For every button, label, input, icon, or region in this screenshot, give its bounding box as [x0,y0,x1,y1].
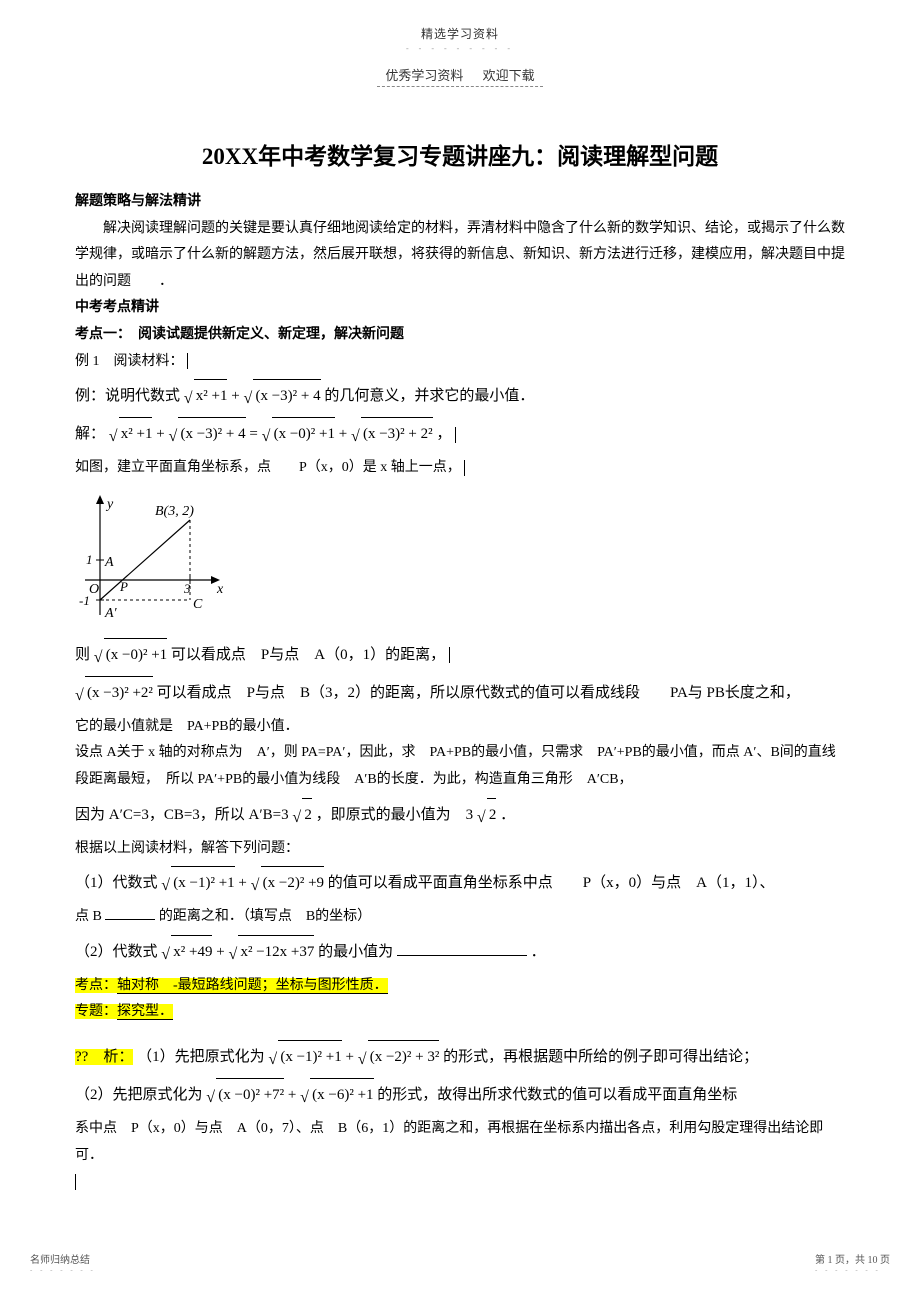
min-line: 它的最小值就是 PA+PB的最小值． [75,714,845,741]
footer-left: 名师归纳总结 [30,1251,96,1266]
sqrt-expr-8: (x −3)² +2² [85,676,153,710]
sqrt-expr-3: x² +1 [119,417,153,451]
symmetric-line: 设点 A关于 x 轴的对称点为 A′，则 PA=PA′，因此，求 PA+PB的最… [75,740,845,793]
label-one: 1 [86,552,93,567]
q2-line: （2）代数式 x² +49 + x² −12x +37 的最小值为 ． [75,935,845,969]
sqrt-q2-a: x² +49 [171,935,212,969]
example-intro-line: 例：说明代数式 x² +1 + (x −3)² + 4 的几何意义，并求它的最小… [75,379,845,413]
kaodian-label: 考点： [75,978,117,993]
sqrt-2-a: 2 [302,798,312,832]
comma: ， [436,426,451,442]
sqrt-2-b: 2 [487,798,497,832]
fenxi-q2-line2: 系中点 P（x，0）与点 A（0，7）、点 B（6，1）的距离之和，再根据在坐标… [75,1116,845,1169]
solve-line: 解： x² +1 + (x −3)² + 4 = (x −0)² +1 + (x… [75,417,845,451]
label-B: B(3, 2) [155,504,194,519]
fenxi-q1-start: （1）先把原式化为 [137,1049,265,1065]
then-end-text: 可以看成点 P与点 A（0，1）的距离， [171,647,445,663]
header-sub-left: 优秀学习资料 [385,68,463,83]
sqrt-q1-a: (x −1)² +1 [171,866,234,900]
fenxi-q1-end: 的形式，再根据题中所给的例子即可得出结论； [443,1049,758,1065]
sqrt-expr-2: (x −3)² + 4 [253,379,320,413]
header-subtitle: 优秀学习资料 欢迎下载 [377,65,542,87]
sqrt-fx1-a: (x −1)² +1 [278,1040,341,1074]
sqrt-expr-7: (x −0)² +1 [104,638,167,672]
example1-label: 例 1 阅读材料： [75,349,845,376]
label-x: x [216,582,224,597]
sqrt-fx1-b: (x −2)² + 3² [368,1040,440,1074]
coordinate-figure: y x 1 A -1 A′ O P 3 B(3, 2) C [75,490,235,630]
header-dots: - - - - - - - - - [75,44,845,53]
section1-heading: 解题策略与解法精讲 [75,189,845,216]
footer-right-dots: - - - - - - - [815,1266,890,1274]
zhuanti-label: 专题： [75,1004,117,1019]
q1-start: （1）代数式 [75,875,158,891]
label-y: y [105,497,114,512]
q1-line2: 点 B 的距离之和．（填写点 B的坐标） [75,904,845,931]
header-top-text: 精选学习资料 [75,25,845,42]
text-cursor [449,647,450,663]
text-cursor [187,353,188,369]
label-C: C [193,597,203,612]
then-label: 则 [75,647,90,663]
q1-line: （1）代数式 (x −1)² +1 + (x −2)² +9 的值可以看成平面直… [75,866,845,900]
fenxi-label: ?? 析： [75,1049,133,1065]
because-end: ． [500,807,515,823]
fenxi-q2-start: （2）先把原式化为 [75,1087,203,1103]
sqrt-fx2-b: (x −6)² +1 [310,1078,373,1112]
label-O: O [89,582,99,597]
graph-intro-line: 如图，建立平面直角坐标系，点 P（x，0）是 x 轴上一点， [75,455,845,482]
ex-intro-text: 例：说明代数式 [75,388,180,404]
kaodian1-label: 考点一： 阅读试题提供新定义、新定理，解决新问题 [75,322,845,349]
zhuanti-row: 专题：探究型． [75,999,845,1026]
sqrt-q2-b: x² −12x +37 [238,935,314,969]
then-line: 则 (x −0)² +1 可以看成点 P与点 A（0，1）的距离， [75,638,845,672]
sqrt-q1-b: (x −2)² +9 [261,866,324,900]
example1-label-text: 例 1 阅读材料： [75,354,184,369]
q2-start: （2）代数式 [75,944,158,960]
because-line: 因为 A′C=3，CB=3，所以 A′B=3 2 ，即原式的最小值为 3 2 ． [75,798,845,832]
because-text: 因为 A′C=3，CB=3，所以 A′B=3 [75,807,289,823]
page-footer: 名师归纳总结 - - - - - - - 第 1 页，共 10 页 - - - … [0,1241,920,1284]
fill-blank-2[interactable] [397,940,527,956]
sqrt-expr-6: (x −3)² + 2² [361,417,433,451]
text-cursor [75,1174,76,1190]
ex-intro-end: 的几何意义，并求它的最小值． [324,388,534,404]
header-sub-right: 欢迎下载 [483,68,535,83]
sqrt-expr-5: (x −0)² +1 [272,417,335,451]
fenxi-q2-line: （2）先把原式化为 (x −0)² +7² + (x −6)² +1 的形式，故… [75,1078,845,1112]
q2-end: 的最小值为 [318,944,393,960]
kaodian-row: 考点：轴对称 -最短路线问题；坐标与图形性质． [75,973,845,1000]
fill-blank[interactable] [105,905,155,920]
q1-line2-start: 点 B [75,909,102,924]
because-mid: ，即原式的最小值为 3 [316,807,474,823]
kaodian-text: 轴对称 -最短路线问题；坐标与图形性质． [117,978,388,994]
dist2-end-text: 可以看成点 P与点 B（3，2）的距离，所以原代数式的值可以看成线段 PA与 P… [157,685,800,701]
section2-heading: 中考考点精讲 [75,295,845,322]
zhuanti-text: 探究型． [117,1004,173,1020]
q1-end: 的值可以看成平面直角坐标系中点 P（x，0）与点 A（1，1）、 [328,875,775,891]
footer-left-dots: - - - - - - - [30,1266,96,1274]
footer-right: 第 1 页，共 10 页 [815,1251,890,1266]
label-A: A [104,555,114,570]
dist2-line: (x −3)² +2² 可以看成点 P与点 B（3，2）的距离，所以原代数式的值… [75,676,845,710]
text-cursor [464,460,465,476]
label-P: P [119,579,128,594]
q1-line2-end: 的距离之和．（填写点 B的坐标） [159,909,371,924]
fenxi-q2-end: 的形式，故得出所求代数式的值可以看成平面直角坐标 [377,1087,737,1103]
sqrt-fx2-a: (x −0)² +7² [216,1078,284,1112]
q2-period: ． [531,944,546,960]
followup-line: 根据以上阅读材料，解答下列问题： [75,836,845,863]
fenxi-q1-line: ?? 析： （1）先把原式化为 (x −1)² +1 + (x −2)² + 3… [75,1040,845,1074]
graph-intro-text: 如图，建立平面直角坐标系，点 P（x，0）是 x 轴上一点， [75,460,461,475]
solve-label: 解： [75,426,105,442]
sqrt-expr-4: (x −3)² + 4 [178,417,245,451]
section1-paragraph: 解决阅读理解问题的关键是要认真仔细地阅读给定的材料，弄清材料中隐含了什么新的数学… [75,216,845,296]
page-title: 20XX年中考数学复习专题讲座九：阅读理解型问题 [75,137,845,171]
label-Aprime: A′ [104,606,118,621]
text-cursor [455,427,456,443]
sqrt-expr-1: x² +1 [194,379,228,413]
